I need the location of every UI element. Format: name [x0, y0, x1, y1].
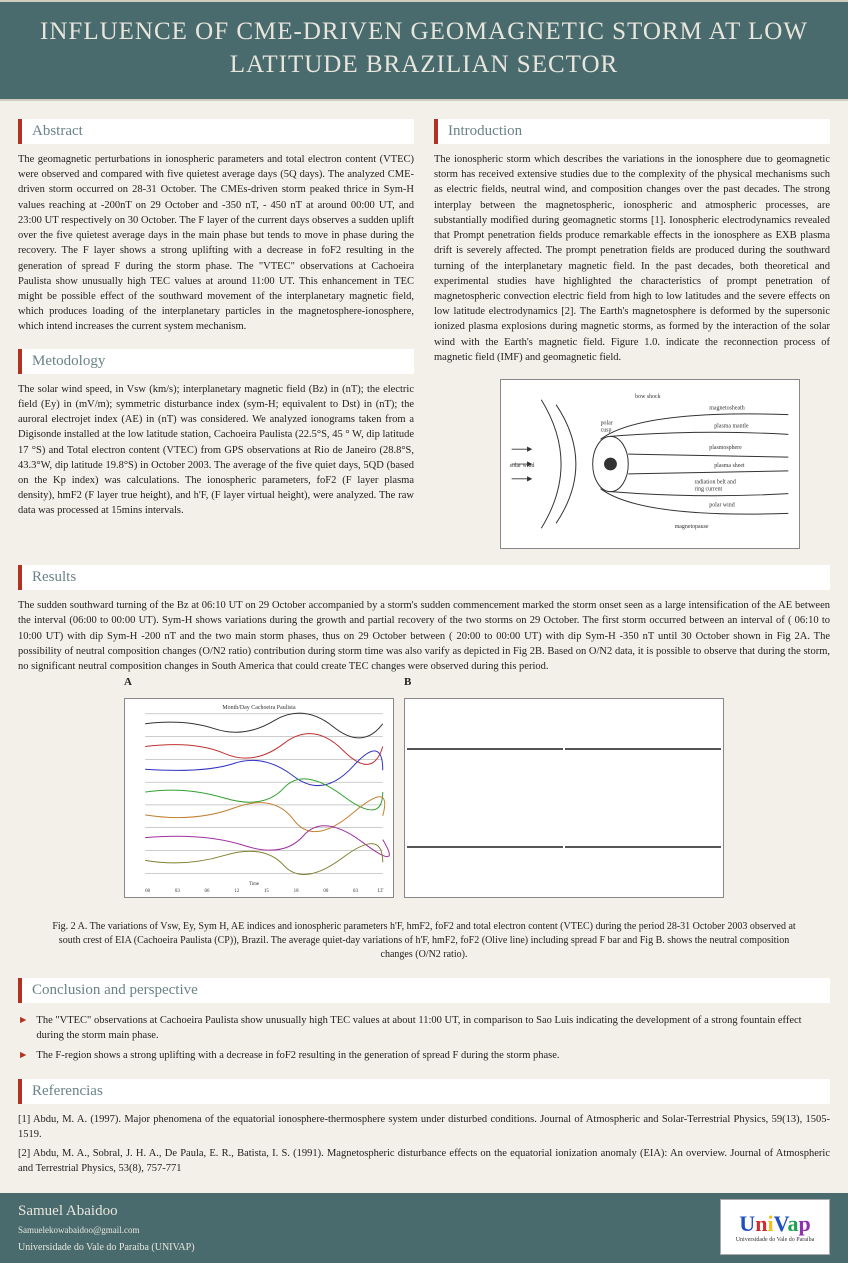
- abstract-header: Abstract: [18, 119, 414, 144]
- results-figure-a: Month/Day Cachoeira Paulista: [124, 698, 394, 898]
- svg-text:ring current: ring current: [694, 487, 722, 493]
- logo-subtitle: Universidade do Vale do Paraíba: [736, 1237, 815, 1243]
- references-list: [1] Abdu, M. A. (1997). Major phenomena …: [18, 1110, 830, 1187]
- svg-text:15: 15: [264, 889, 269, 894]
- content-area: Abstract The geomagnetic perturbations i…: [0, 101, 848, 1187]
- introduction-body: The ionospheric storm which describes th…: [434, 150, 830, 371]
- results-header: Results: [18, 565, 830, 590]
- svg-text:magnetosheath: magnetosheath: [709, 406, 744, 412]
- abstract-body: The geomagnetic perturbations in ionosph…: [18, 150, 414, 341]
- results-figure-caption: Fig. 2 A. The variations of Vsw, Ey, Sym…: [18, 916, 830, 970]
- bullet-icon: ►: [18, 1048, 28, 1063]
- reference-item: [2] Abdu, M. A., Sobral, J. H. A., De Pa…: [18, 1146, 830, 1176]
- introduction-header: Introduction: [434, 119, 830, 144]
- results-body: The sudden southward turning of the Bz a…: [18, 596, 830, 680]
- author-institution: Universidade do Vale do Paraíba (UNIVAP): [18, 1240, 195, 1255]
- methodology-body: The solar wind speed, in Vsw (km/s); int…: [18, 380, 414, 525]
- svg-text:18: 18: [294, 889, 299, 894]
- author-name: Samuel Abaidoo: [18, 1200, 195, 1223]
- svg-text:Month/Day Cachoeira Paulist: Month/Day Cachoeira Paulista: [222, 705, 296, 711]
- conclusion-list: ► The "VTEC" observations at Cachoeira P…: [18, 1009, 830, 1071]
- univap-logo: UniVap Universidade do Vale do Paraíba: [720, 1199, 830, 1255]
- svg-text:03: 03: [175, 889, 180, 894]
- svg-text:00: 00: [145, 889, 150, 894]
- svg-text:polar: polar: [601, 421, 613, 427]
- svg-text:bow shock: bow shock: [635, 394, 660, 400]
- svg-text:radiation belt and: radiation belt and: [694, 480, 735, 486]
- svg-text:cusp: cusp: [601, 427, 612, 433]
- conclusion-item: ► The F-region shows a strong uplifting …: [18, 1048, 830, 1063]
- magnetosphere-figure: bow shock magnetosheath plasma mantle pl…: [500, 379, 800, 549]
- svg-text:plasmosphere: plasmosphere: [709, 445, 742, 451]
- author-email: Samuelekowabaidoo@gmail.com: [18, 1224, 195, 1238]
- svg-text:03: 03: [353, 889, 358, 894]
- svg-text:plasma sheet: plasma sheet: [714, 463, 745, 469]
- conclusion-header: Conclusion and perspective: [18, 978, 830, 1003]
- poster-footer: Samuel Abaidoo Samuelekowabaidoo@gmail.c…: [0, 1193, 848, 1263]
- poster-title: INFLUENCE OF CME-DRIVEN GEOMAGNETIC STOR…: [0, 0, 848, 101]
- results-figure-b: [404, 698, 724, 898]
- svg-text:00: 00: [323, 889, 328, 894]
- bullet-icon: ►: [18, 1013, 28, 1043]
- figure-label-a: A: [124, 676, 132, 688]
- svg-text:plasma mantle: plasma mantle: [714, 423, 749, 429]
- svg-text:LT: LT: [378, 889, 384, 894]
- conclusion-text: The F-region shows a strong uplifting wi…: [36, 1048, 559, 1063]
- svg-text:06: 06: [205, 889, 210, 894]
- figure-label-b: B: [404, 676, 411, 688]
- conclusion-text: The "VTEC" observations at Cachoeira Pau…: [36, 1013, 830, 1043]
- conclusion-item: ► The "VTEC" observations at Cachoeira P…: [18, 1013, 830, 1043]
- svg-text:Time: Time: [249, 882, 260, 887]
- svg-text:polar wind: polar wind: [709, 503, 734, 509]
- methodology-header: Metodology: [18, 349, 414, 374]
- references-header: Referencias: [18, 1079, 830, 1104]
- reference-item: [1] Abdu, M. A. (1997). Major phenomena …: [18, 1112, 830, 1142]
- svg-text:12: 12: [234, 889, 239, 894]
- svg-text:magnetopause: magnetopause: [675, 524, 709, 530]
